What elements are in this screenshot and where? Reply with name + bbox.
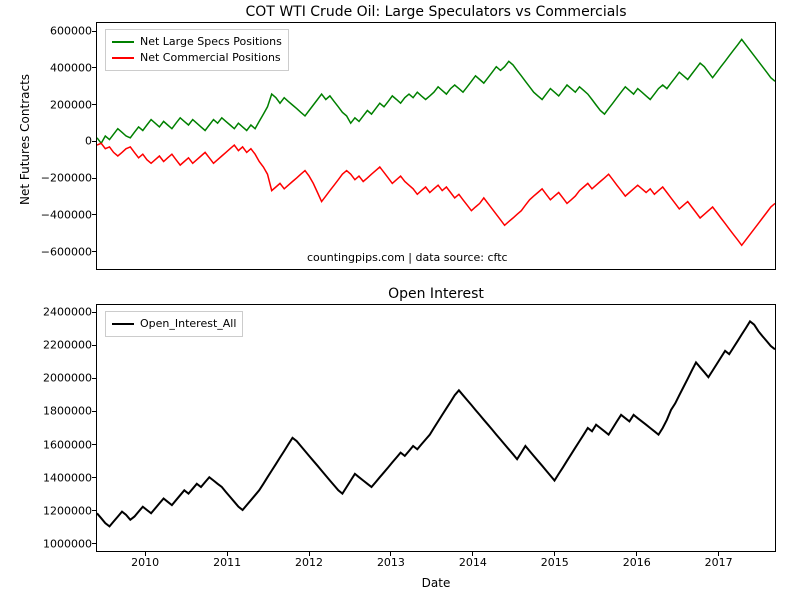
xtick-label: 2014 [459, 556, 487, 569]
chart-title-bottom: Open Interest [96, 286, 776, 302]
xtick-label: 2010 [131, 556, 159, 569]
ytick-label: 1200000 [43, 504, 92, 517]
ytick-label: 2000000 [43, 372, 92, 385]
legend-swatch [112, 57, 134, 59]
legend-swatch [112, 323, 134, 326]
legend-item: Net Commercial Positions [112, 50, 282, 66]
ytick-label: 600000 [50, 25, 92, 38]
xtick-label: 2017 [705, 556, 733, 569]
xtick-label: 2011 [213, 556, 241, 569]
ytick-label: 1800000 [43, 405, 92, 418]
annotation-text: countingpips.com | data source: cftc [307, 251, 508, 264]
legend-label: Open_Interest_All [140, 316, 236, 332]
ytick-label: −600000 [41, 245, 92, 258]
xlabel: Date [96, 576, 776, 590]
ytick-label: 200000 [50, 98, 92, 111]
xtick-label: 2013 [377, 556, 405, 569]
legend-label: Net Commercial Positions [140, 50, 281, 66]
legend-bottom: Open_Interest_All [105, 311, 243, 337]
bottom-chart-area: Open_Interest_All [96, 304, 776, 552]
legend-top: Net Large Specs PositionsNet Commercial … [105, 29, 289, 71]
legend-item: Net Large Specs Positions [112, 34, 282, 50]
xtick-label: 2015 [541, 556, 569, 569]
ytick-label: −200000 [41, 172, 92, 185]
ytick-label: 0 [85, 135, 92, 148]
bottom-chart-svg [97, 305, 775, 551]
xtick-label: 2012 [295, 556, 323, 569]
ytick-label: 400000 [50, 61, 92, 74]
legend-swatch [112, 41, 134, 43]
xtick-label: 2016 [623, 556, 651, 569]
legend-label: Net Large Specs Positions [140, 34, 282, 50]
chart-title-top: COT WTI Crude Oil: Large Speculators vs … [96, 4, 776, 20]
ytick-label: 2400000 [43, 306, 92, 319]
ytick-label: 1000000 [43, 537, 92, 550]
legend-item: Open_Interest_All [112, 316, 236, 332]
ylabel-top: Net Futures Contracts [18, 74, 32, 205]
top-chart-area: Net Large Specs PositionsNet Commercial … [96, 22, 776, 270]
ytick-label: 1600000 [43, 438, 92, 451]
ytick-label: −400000 [41, 208, 92, 221]
ytick-label: 1400000 [43, 471, 92, 484]
ytick-label: 2200000 [43, 339, 92, 352]
